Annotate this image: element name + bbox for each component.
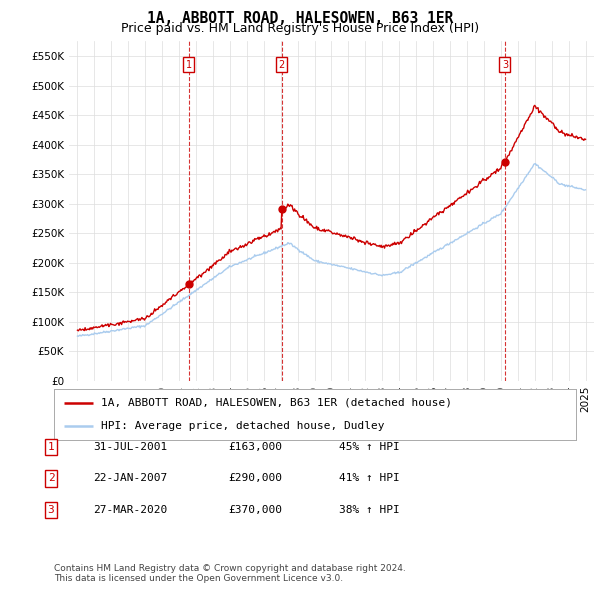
- Text: 2: 2: [278, 60, 285, 70]
- Text: 1: 1: [186, 60, 192, 70]
- Text: 31-JUL-2001: 31-JUL-2001: [93, 442, 167, 452]
- Text: 3: 3: [502, 60, 508, 70]
- Text: 1A, ABBOTT ROAD, HALESOWEN, B63 1ER: 1A, ABBOTT ROAD, HALESOWEN, B63 1ER: [147, 11, 453, 25]
- Text: HPI: Average price, detached house, Dudley: HPI: Average price, detached house, Dudl…: [101, 421, 385, 431]
- Text: £163,000: £163,000: [228, 442, 282, 452]
- Text: £290,000: £290,000: [228, 474, 282, 483]
- Text: 1: 1: [47, 442, 55, 452]
- Text: 2: 2: [47, 474, 55, 483]
- Text: 41% ↑ HPI: 41% ↑ HPI: [339, 474, 400, 483]
- Text: 3: 3: [47, 505, 55, 514]
- Text: 22-JAN-2007: 22-JAN-2007: [93, 474, 167, 483]
- Text: Price paid vs. HM Land Registry's House Price Index (HPI): Price paid vs. HM Land Registry's House …: [121, 22, 479, 35]
- Text: 27-MAR-2020: 27-MAR-2020: [93, 505, 167, 514]
- Text: Contains HM Land Registry data © Crown copyright and database right 2024.
This d: Contains HM Land Registry data © Crown c…: [54, 563, 406, 583]
- Text: 45% ↑ HPI: 45% ↑ HPI: [339, 442, 400, 452]
- Text: £370,000: £370,000: [228, 505, 282, 514]
- Text: 38% ↑ HPI: 38% ↑ HPI: [339, 505, 400, 514]
- Text: 1A, ABBOTT ROAD, HALESOWEN, B63 1ER (detached house): 1A, ABBOTT ROAD, HALESOWEN, B63 1ER (det…: [101, 398, 452, 408]
